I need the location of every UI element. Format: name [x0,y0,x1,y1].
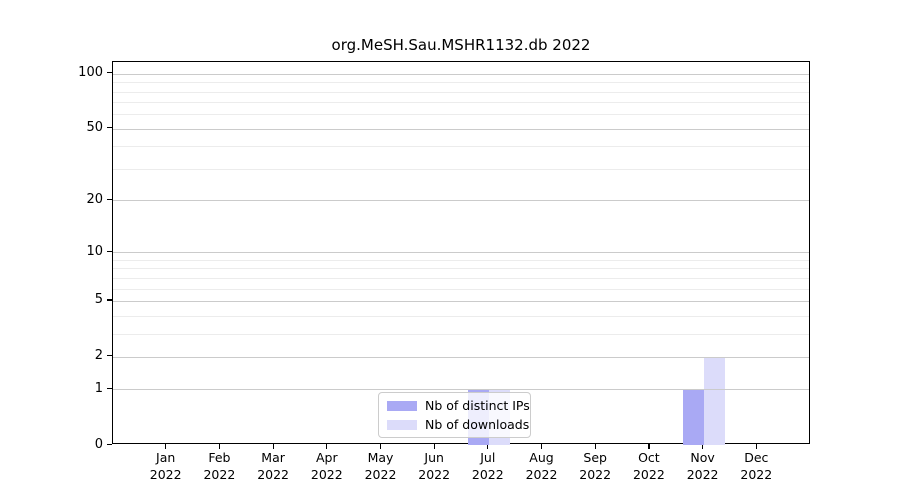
x-tick-mark [648,444,650,449]
legend-label: Nb of downloads [425,417,530,432]
bar-nov-downloads [703,356,725,445]
x-tick-label-sep: Sep 2022 [579,450,612,482]
x-tick-label-dec: Dec 2022 [740,450,773,482]
x-tick-mark [326,444,328,449]
y-tick-mark [107,387,112,389]
x-tick-mark [380,444,382,449]
x-tick-mark [541,444,543,449]
minor-gridline [113,91,809,93]
y-tick-mark [107,299,112,301]
minor-gridline [113,288,809,290]
major-gridline [113,200,809,202]
x-tick-mark [272,444,274,449]
x-tick-label-apr: Apr 2022 [310,450,343,482]
y-tick-mark [107,443,112,445]
x-tick-label-nov: Nov 2022 [686,450,719,482]
minor-gridline [113,259,809,261]
y-tick-mark [107,355,112,357]
x-tick-mark [218,444,221,449]
x-tick-mark [594,444,596,449]
legend-label: Nb of distinct IPs [425,398,530,413]
legend: Nb of distinct IPs Nb of downloads [378,392,531,438]
x-tick-label-aug: Aug 2022 [525,450,558,482]
y-tick-mark [107,250,112,252]
x-tick-label-feb: Feb 2022 [203,450,236,482]
x-tick-mark [433,444,435,449]
major-gridline [113,389,809,391]
y-tick-label: 2 [94,348,103,364]
x-tick-label-mar: Mar 2022 [257,450,289,482]
chart-title: org.MeSH.Sau.MSHR1132.db 2022 [331,36,591,54]
minor-gridline [113,168,809,170]
y-tick-mark [107,72,112,74]
x-tick-label-jan: Jan 2022 [149,450,182,482]
x-tick-label-jun: Jun 2022 [418,450,451,482]
plot-area: Nb of distinct IPs Nb of downloads [112,61,810,445]
bar-nov-distinct-ips [682,389,704,445]
y-tick-label: 100 [78,65,103,81]
y-tick-label: 5 [94,292,103,308]
major-gridline [113,73,809,75]
minor-gridline [113,277,809,279]
minor-gridline [113,102,809,104]
x-tick-mark [165,444,167,449]
x-tick-mark [755,444,757,449]
major-gridline [113,300,809,302]
legend-row: Nb of distinct IPs [387,398,530,413]
major-gridline [113,356,809,358]
y-tick-label: 10 [86,243,103,259]
x-tick-label-jul: Jul 2022 [471,450,504,482]
x-tick-label-oct: Oct 2022 [632,450,665,482]
major-gridline [113,252,809,254]
x-tick-mark [702,444,704,449]
minor-gridline [113,114,809,116]
minor-gridline [113,333,809,335]
legend-row: Nb of downloads [387,417,529,432]
minor-gridline [113,315,809,317]
major-gridline [113,128,809,130]
y-tick-label: 50 [86,120,103,136]
minor-gridline [113,268,809,270]
downloads-legend-swatch [387,419,417,430]
x-tick-label-may: May 2022 [364,450,397,482]
minor-gridline [113,146,809,148]
y-tick-label: 0 [94,436,103,452]
y-tick-mark [107,198,112,200]
y-tick-mark [107,127,112,129]
distinct-ips-legend-swatch [387,400,417,411]
x-tick-mark [487,444,489,449]
y-tick-label: 1 [94,380,103,396]
minor-gridline [113,82,809,84]
y-tick-label: 20 [86,191,103,207]
